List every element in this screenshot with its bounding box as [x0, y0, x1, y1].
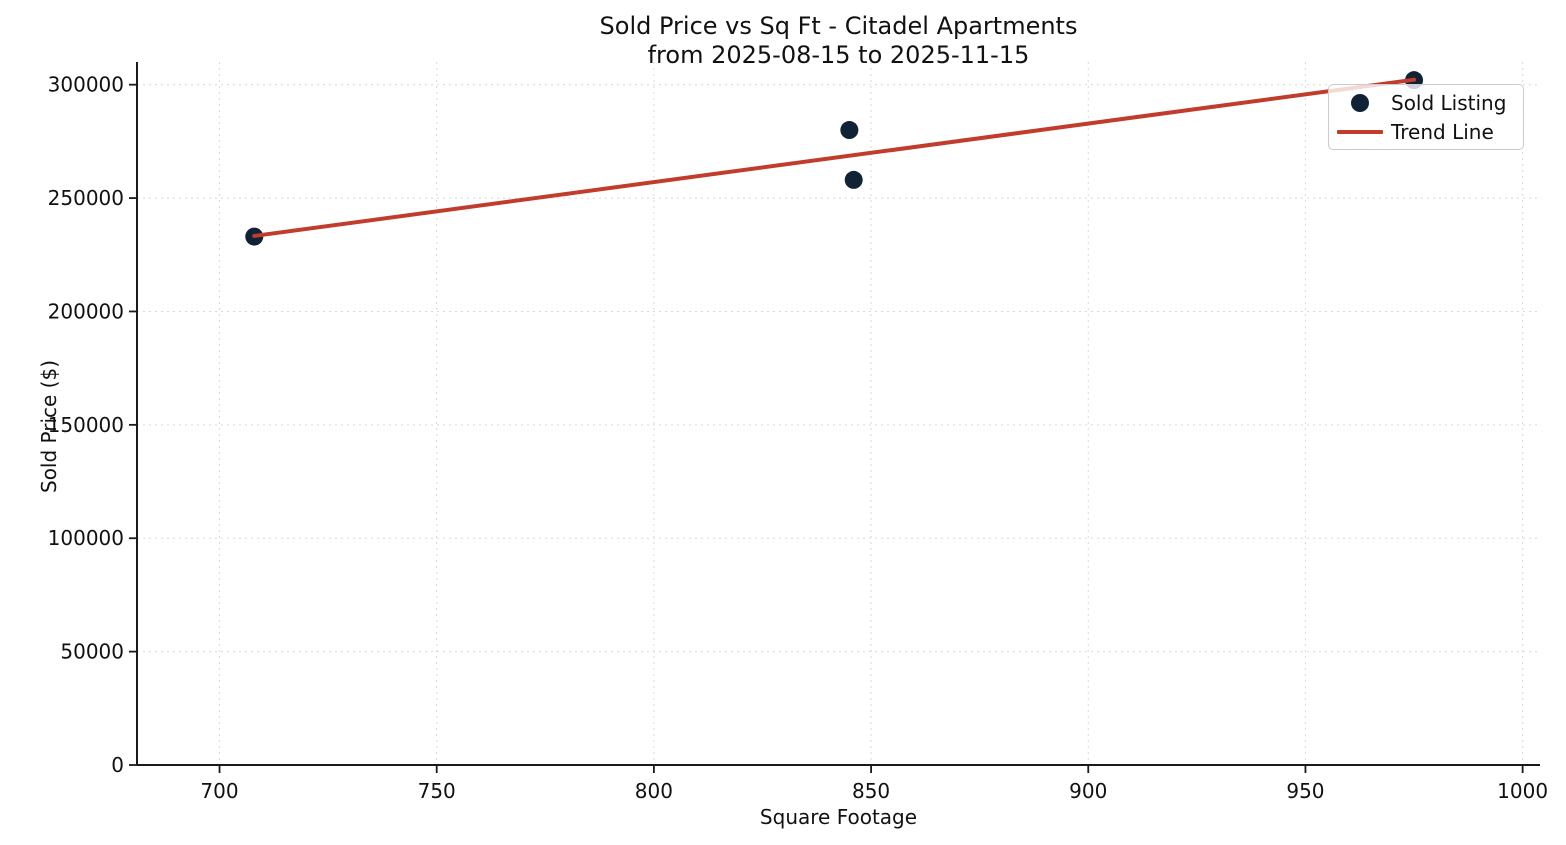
y-tick-label: 200000	[48, 299, 124, 323]
legend-marker-col	[1329, 129, 1391, 134]
legend: Sold Listing Trend Line	[1328, 84, 1524, 150]
legend-marker-col	[1329, 93, 1391, 112]
chart-title: Sold Price vs Sq Ft - Citadel Apartments…	[137, 12, 1540, 70]
data-point	[840, 121, 859, 140]
trend-line	[252, 77, 1417, 238]
trend-line-swatch-icon	[1337, 129, 1383, 134]
scatter-marker-icon	[1351, 93, 1369, 112]
legend-item-sold-listing: Sold Listing	[1329, 88, 1523, 117]
x-tick-label: 900	[1069, 779, 1107, 803]
data-point	[844, 170, 863, 189]
y-tick-label: 250000	[48, 186, 124, 210]
y-axis-label: Sold Price ($)	[37, 359, 61, 493]
y-tick-label: 50000	[60, 640, 124, 664]
legend-item-trend-line: Trend Line	[1329, 117, 1523, 146]
legend-label-sold-listing: Sold Listing	[1391, 90, 1507, 115]
x-tick-label: 800	[635, 779, 673, 803]
y-tick-label: 300000	[48, 73, 124, 97]
y-tick-label: 150000	[48, 413, 124, 437]
x-axis-label: Square Footage	[759, 805, 918, 829]
chart-title-line1: Sold Price vs Sq Ft - Citadel Apartments	[599, 12, 1078, 40]
y-tick-label: 100000	[48, 526, 124, 550]
chart-title-line2: from 2025-08-15 to 2025-11-15	[647, 41, 1030, 69]
x-tick-label: 700	[200, 779, 238, 803]
x-tick-label: 850	[852, 779, 890, 803]
x-tick-label: 750	[418, 779, 456, 803]
x-tick-label: 950	[1286, 779, 1324, 803]
y-tick-label: 0	[111, 753, 124, 777]
x-tick-label: 1000	[1497, 779, 1548, 803]
legend-label-trend-line: Trend Line	[1391, 119, 1494, 144]
